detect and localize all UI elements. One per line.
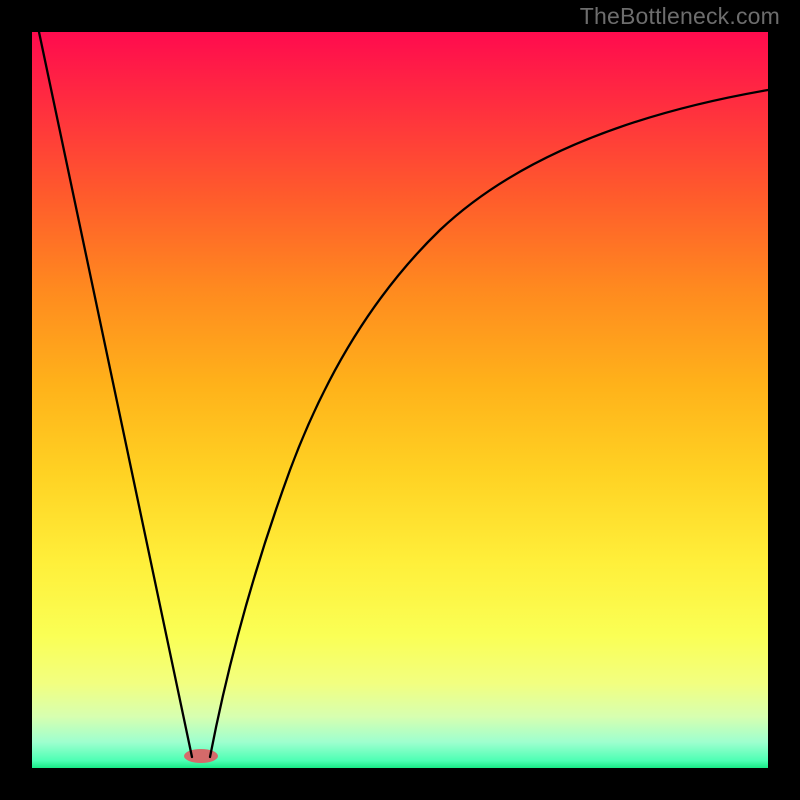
gradient-background: [32, 32, 768, 768]
watermark-text: TheBottleneck.com: [580, 3, 780, 30]
chart-frame: TheBottleneck.com: [0, 0, 800, 800]
bottleneck-marker: [184, 749, 218, 763]
plot-svg: [0, 0, 800, 800]
plot-area: [32, 32, 768, 768]
